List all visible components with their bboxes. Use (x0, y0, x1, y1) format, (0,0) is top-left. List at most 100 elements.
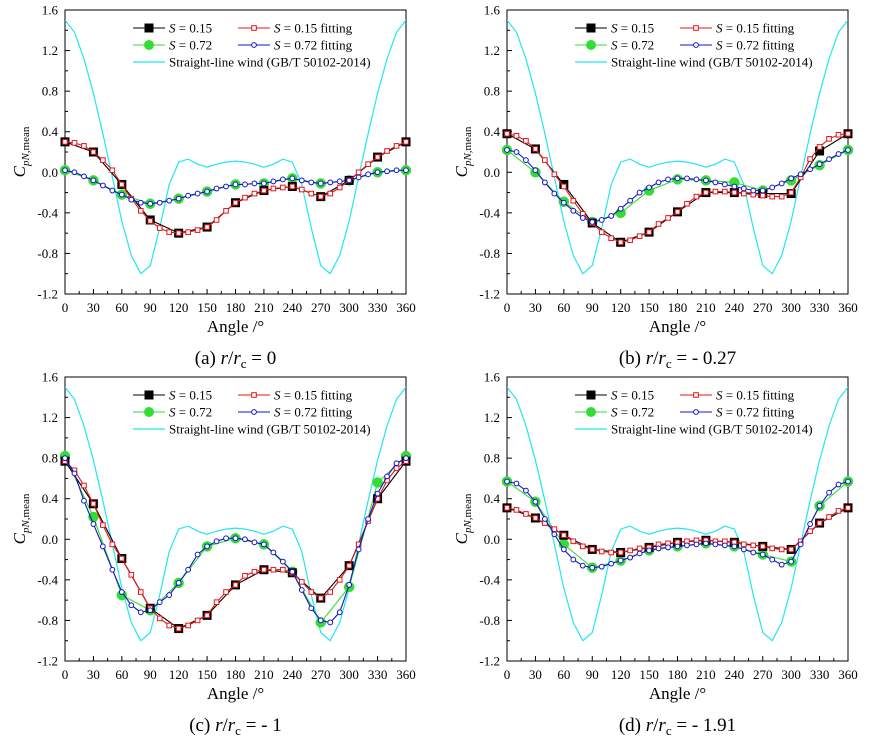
s072-fitting-point (731, 543, 738, 550)
s015-fitting-point (513, 507, 520, 513)
x-tick-label: 60 (115, 667, 128, 682)
s072-fitting-point (223, 183, 229, 190)
legend-s015-fitting: S = 0.15 fitting (274, 388, 353, 403)
chart-panel-3: 0 30 60 90 120 150 180 210 240 270 300 330 360 -1.2 -0… (10, 370, 416, 739)
s015-fitting-point (693, 193, 700, 200)
s015-fitting-point (327, 589, 334, 595)
s015-fitting-point (384, 148, 390, 154)
s015-fitting-point (336, 577, 343, 583)
s015-fitting-point (788, 546, 794, 553)
s015-fitting-point (551, 171, 558, 178)
y-tick-label: 0.8 (484, 84, 500, 99)
s015-fitting-point (242, 194, 248, 201)
s015-fitting-point (627, 547, 633, 554)
s072-fitting-point (731, 183, 738, 190)
s072-fitting-point (232, 181, 239, 188)
legend-s015-fitting: S = 0.15 fitting (716, 388, 795, 403)
legend-rest: = 0.72 (618, 405, 655, 420)
s072-fitting-point (740, 185, 747, 192)
s072-fitting-point (317, 617, 324, 624)
y-tick-label: -0.4 (37, 572, 58, 587)
y-tick-label: -0.4 (479, 572, 500, 587)
s072-fitting-point (166, 197, 173, 204)
x-tick-label: 300 (781, 667, 801, 682)
y-tick-label: 0.4 (484, 491, 501, 506)
s072-fitting-point (81, 173, 87, 180)
s072-fitting-point (523, 487, 529, 494)
y-tick-label: 1.6 (484, 3, 501, 18)
y-tick-label: -0.8 (479, 246, 500, 261)
s072-fitting-point (327, 179, 334, 186)
s072-fitting-point (807, 166, 814, 173)
x-tick-label: 0 (504, 667, 511, 682)
legend-var: S (169, 21, 176, 36)
s072-line (507, 481, 848, 569)
x-tick-label: 0 (62, 300, 69, 315)
legend-s072-fit-marker (251, 409, 257, 415)
y-tick-label: 0.0 (42, 165, 58, 180)
s015-fitting-point (665, 215, 671, 221)
s072-fitting-point (308, 179, 315, 186)
s072-fitting-point (279, 558, 286, 565)
s015-fitting-point (589, 546, 596, 553)
legend-s072-fit-marker (693, 409, 699, 415)
y-label-sub: pN (462, 520, 474, 535)
s015-fitting-point (750, 542, 757, 549)
legend-var: S (169, 388, 176, 403)
straight-line-wind-series (65, 19, 406, 275)
s015-fitting-point (712, 188, 719, 195)
x-tick-label: 90 (586, 667, 599, 682)
legend-var: S (716, 21, 723, 36)
legend-var: S (611, 388, 618, 403)
s015-fitting-point (232, 199, 239, 206)
s072-fitting-point (346, 582, 353, 588)
y-label-sub: pN (20, 520, 32, 535)
s015-fitting-point (826, 514, 832, 520)
s015-fitting-point (722, 188, 728, 195)
s015-fitting-point (816, 144, 823, 150)
y-tick-label: 1.6 (42, 3, 59, 18)
s072-fitting-point (788, 175, 795, 182)
s015-fitting-point (355, 169, 362, 176)
s072-fitting-point (289, 175, 296, 182)
x-tick-label: 330 (810, 300, 830, 315)
s072-fitting-point (232, 535, 239, 542)
s072-fitting-point (213, 185, 220, 192)
s015-fitting-point (731, 189, 738, 196)
s015-fitting-point (308, 190, 315, 197)
s072-fitting-point (560, 199, 567, 206)
s072-fitting-point (384, 168, 390, 175)
x-tick-label: 180 (668, 300, 688, 315)
legend-rest: = 0.72 fitting (723, 38, 795, 53)
legend-rest: = 0.15 fitting (281, 388, 353, 403)
s072-fitting-point (797, 541, 804, 548)
x-tick-label: 180 (226, 667, 246, 682)
x-tick-label: 90 (144, 667, 157, 682)
plot-frame (506, 9, 849, 295)
legend-s072: S = 0.72 (611, 405, 654, 420)
s015-fitting-point (213, 599, 220, 605)
s072-fitting-point (826, 156, 832, 163)
x-tick-label: 90 (144, 300, 157, 315)
s015-fitting-point (807, 528, 813, 534)
x-tick-label: 360 (838, 667, 858, 682)
s072-fitting-point (279, 176, 286, 183)
y-tick-label: -0.4 (37, 205, 58, 220)
s072-fitting-point (778, 561, 785, 568)
s072-fitting-point (665, 544, 671, 551)
s015-fitting-point (81, 143, 87, 149)
legend-s072: S = 0.72 (611, 38, 654, 53)
x-axis-label: Angle /° (207, 684, 264, 703)
caption-prefix: (b) (619, 348, 646, 369)
y-tick-label: 0.0 (484, 165, 500, 180)
s072-fitting-point (137, 199, 144, 206)
s072-fitting-point (721, 181, 728, 188)
s015-fitting-point (175, 625, 182, 632)
s072-fitting-point (551, 531, 558, 538)
s015-fitting-point (598, 229, 605, 235)
x-tick-label: 120 (611, 667, 631, 682)
s072-fitting-point (579, 215, 586, 221)
s015-fitting-point (835, 508, 842, 514)
straight-line-wind-series (507, 19, 848, 275)
panel-caption: (a) r/rc = 0 (195, 348, 276, 371)
